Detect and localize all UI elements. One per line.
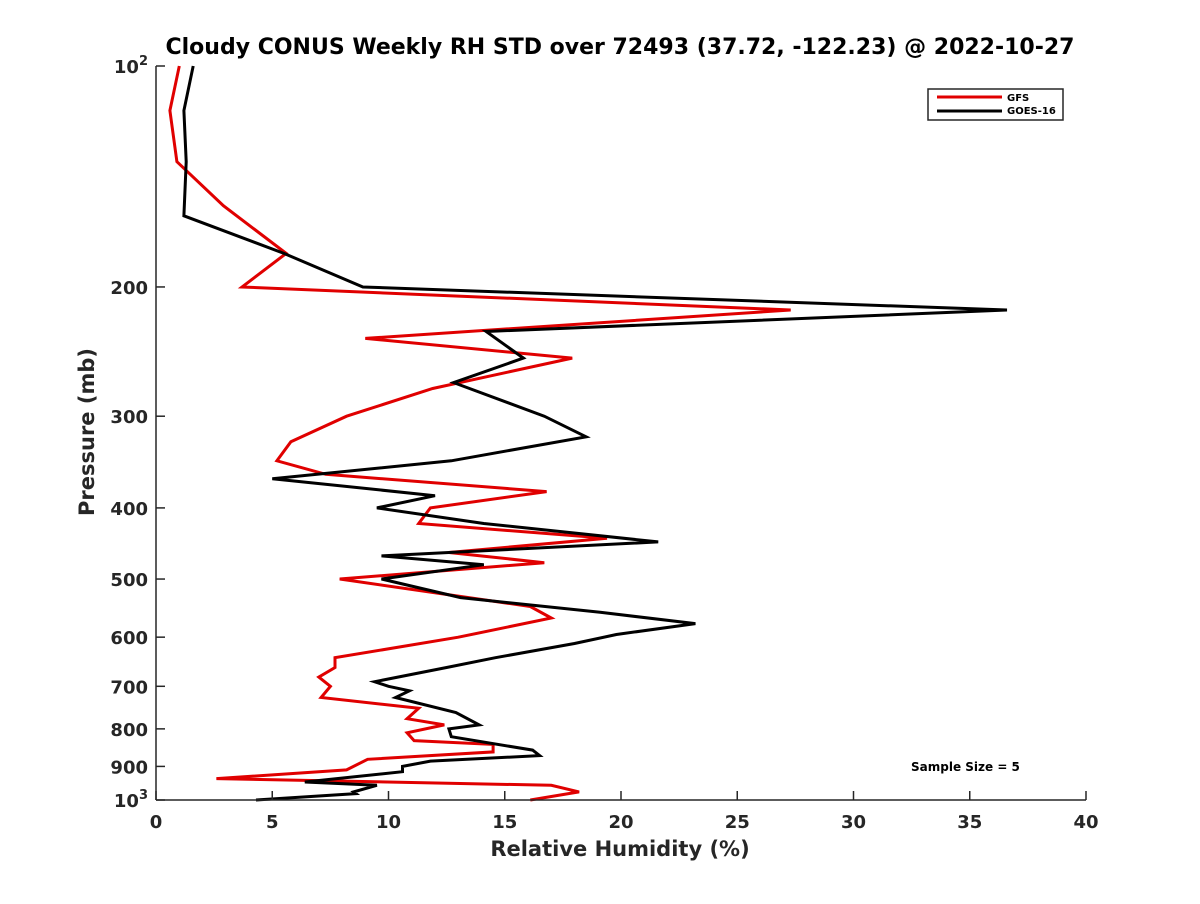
sample-size-annotation: Sample Size = 5 — [911, 760, 1020, 774]
x-tick-label: 0 — [150, 812, 163, 833]
y-tick-label: 300 — [110, 407, 148, 428]
legend-label-gfs: GFS — [1007, 93, 1029, 104]
legend-box — [927, 88, 1064, 121]
x-tick-label: 15 — [492, 812, 517, 833]
x-tick-label: 40 — [1073, 812, 1098, 833]
y-axis-label: Pressure (mb) — [75, 348, 99, 516]
x-axis-label: Relative Humidity (%) — [490, 837, 749, 861]
y-tick-label: 103 — [114, 788, 148, 812]
y-tick-label: 600 — [110, 628, 148, 649]
y-tick-label: 200 — [110, 278, 148, 299]
x-tick-label: 30 — [841, 812, 866, 833]
y-tick-label: 400 — [110, 499, 148, 520]
y-tick-label: 700 — [110, 677, 148, 698]
y-tick-label: 500 — [110, 570, 148, 591]
x-tick-label: 25 — [725, 812, 750, 833]
x-tick-label: 20 — [608, 812, 633, 833]
y-tick-label: 800 — [110, 720, 148, 741]
series-line-goes16 — [182, 65, 1008, 802]
series-layer — [168, 65, 1008, 802]
chart-title: Cloudy CONUS Weekly RH STD over 72493 (3… — [166, 35, 1075, 60]
legend-label-goes16: GOES-16 — [1007, 106, 1056, 117]
y-tick-label: 102 — [114, 54, 148, 78]
axes-layer: 0 5 10 15 20 25 30 35 40 102 200 300 400 500 600 700 800… — [110, 54, 1098, 833]
legend: GFS GOES-16 — [927, 88, 1064, 121]
y-tick-label: 900 — [110, 757, 148, 778]
x-tick-label: 5 — [266, 812, 279, 833]
x-tick-label: 10 — [376, 812, 401, 833]
x-tick-label: 35 — [957, 812, 982, 833]
series-line-gfs — [168, 65, 791, 802]
